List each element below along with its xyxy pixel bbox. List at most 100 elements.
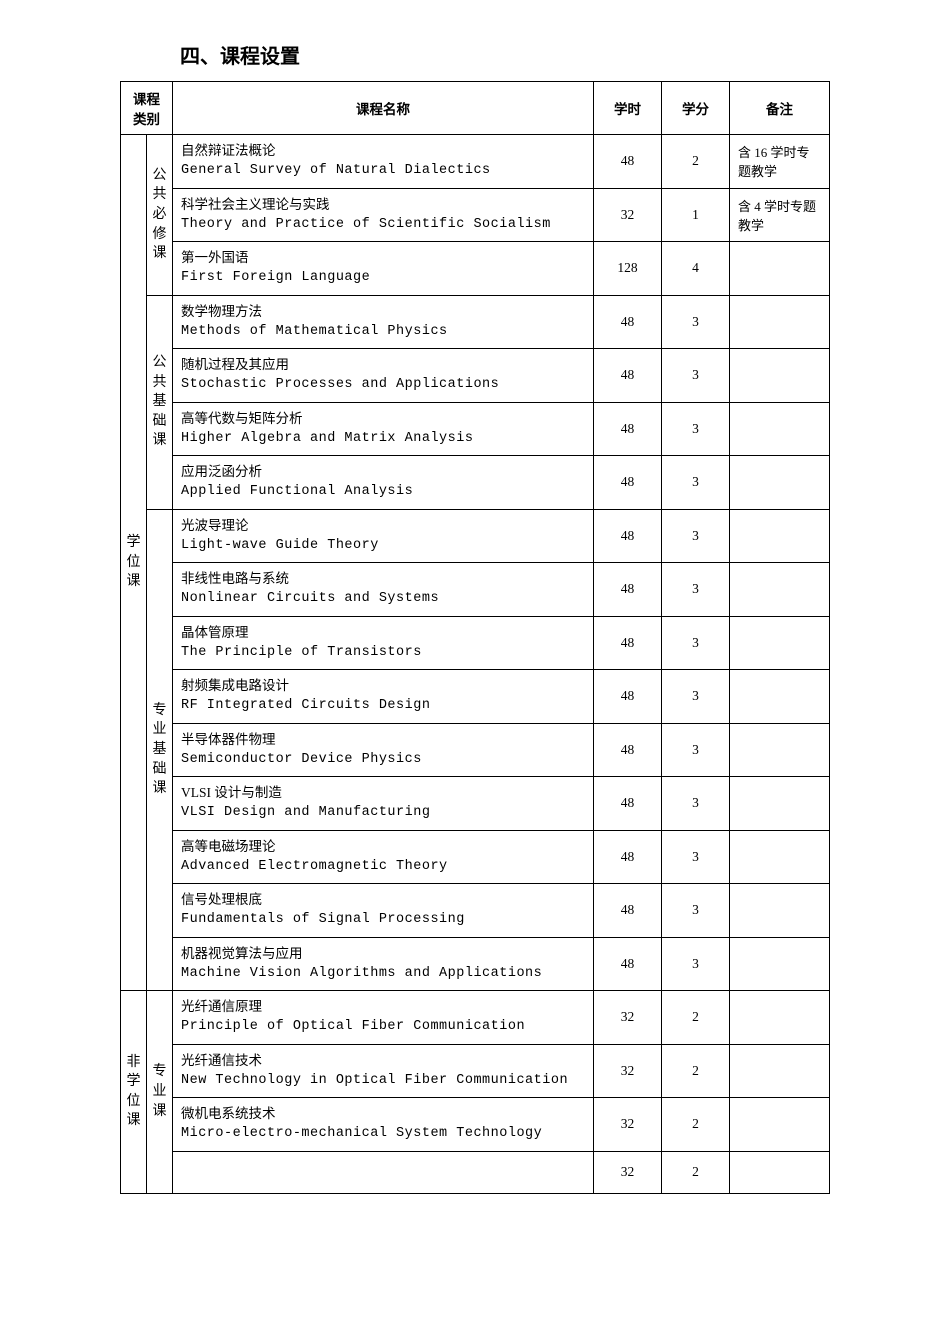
course-hours: 48 <box>594 616 662 670</box>
course-en: Principle of Optical Fiber Communication <box>181 1017 585 1037</box>
course-remarks: 含 16 学时专题教学 <box>730 135 830 189</box>
course-name: 信号处理根底 Fundamentals of Signal Processing <box>173 884 594 938</box>
table-row: 晶体管原理 The Principle of Transistors 48 3 <box>121 616 830 670</box>
course-hours: 32 <box>594 991 662 1045</box>
course-cn: 半导体器件物理 <box>181 730 585 750</box>
table-row: 公共基础课 数学物理方法 Methods of Mathematical Phy… <box>121 295 830 349</box>
course-en: Semiconductor Device Physics <box>181 750 585 770</box>
course-hours: 32 <box>594 1044 662 1098</box>
course-remarks <box>730 242 830 296</box>
course-remarks <box>730 402 830 456</box>
course-hours: 128 <box>594 242 662 296</box>
course-hours: 48 <box>594 135 662 189</box>
table-row: 应用泛函分析 Applied Functional Analysis 48 3 <box>121 456 830 510</box>
course-name: 光纤通信技术 New Technology in Optical Fiber C… <box>173 1044 594 1098</box>
course-hours: 48 <box>594 670 662 724</box>
course-name: 光纤通信原理 Principle of Optical Fiber Commun… <box>173 991 594 1045</box>
course-credits: 3 <box>662 349 730 403</box>
course-remarks <box>730 456 830 510</box>
course-credits: 3 <box>662 670 730 724</box>
course-credits: 3 <box>662 563 730 617</box>
table-row: 半导体器件物理 Semiconductor Device Physics 48 … <box>121 723 830 777</box>
course-name: 科学社会主义理论与实践 Theory and Practice of Scien… <box>173 188 594 242</box>
course-en: Methods of Mathematical Physics <box>181 322 585 342</box>
course-hours: 48 <box>594 937 662 991</box>
table-row: 高等电磁场理论 Advanced Electromagnetic Theory … <box>121 830 830 884</box>
course-credits: 3 <box>662 456 730 510</box>
table-row: 非线性电路与系统 Nonlinear Circuits and Systems … <box>121 563 830 617</box>
course-name: VLSI 设计与制造 VLSI Design and Manufacturing <box>173 777 594 831</box>
course-en: Higher Algebra and Matrix Analysis <box>181 429 585 449</box>
header-hours: 学时 <box>594 82 662 135</box>
course-credits: 3 <box>662 830 730 884</box>
section-title: 四、课程设置 <box>120 40 830 69</box>
course-en: The Principle of Transistors <box>181 643 585 663</box>
course-remarks <box>730 563 830 617</box>
course-credits: 1 <box>662 188 730 242</box>
course-credits: 2 <box>662 135 730 189</box>
course-name: 应用泛函分析 Applied Functional Analysis <box>173 456 594 510</box>
subgroup-public-basic: 公共基础课 <box>147 295 173 509</box>
table-row: 微机电系统技术 Micro-electro-mechanical System … <box>121 1098 830 1152</box>
course-cn: 高等电磁场理论 <box>181 837 585 857</box>
course-table: 课程 类别 课程名称 学时 学分 备注 学位课 公共必修课 自然辩证法概论 Ge… <box>120 81 830 1194</box>
course-credits: 3 <box>662 402 730 456</box>
course-en: VLSI Design and Manufacturing <box>181 803 585 823</box>
course-cn: 随机过程及其应用 <box>181 355 585 375</box>
course-cn: 机器视觉算法与应用 <box>181 944 585 964</box>
course-en: Advanced Electromagnetic Theory <box>181 857 585 877</box>
course-hours: 48 <box>594 509 662 563</box>
course-en: Machine Vision Algorithms and Applicatio… <box>181 964 585 984</box>
course-hours: 32 <box>594 1098 662 1152</box>
course-cn: 光纤通信原理 <box>181 997 585 1017</box>
course-remarks <box>730 509 830 563</box>
table-row: 光纤通信技术 New Technology in Optical Fiber C… <box>121 1044 830 1098</box>
table-row: 机器视觉算法与应用 Machine Vision Algorithms and … <box>121 937 830 991</box>
course-credits: 2 <box>662 1098 730 1152</box>
course-remarks <box>730 830 830 884</box>
course-hours: 48 <box>594 777 662 831</box>
course-credits: 2 <box>662 1044 730 1098</box>
course-en: Light-wave Guide Theory <box>181 536 585 556</box>
course-en: First Foreign Language <box>181 268 585 288</box>
course-name: 光波导理论 Light-wave Guide Theory <box>173 509 594 563</box>
course-remarks <box>730 1044 830 1098</box>
course-credits: 4 <box>662 242 730 296</box>
course-remarks <box>730 991 830 1045</box>
table-row: 随机过程及其应用 Stochastic Processes and Applic… <box>121 349 830 403</box>
course-cn: 高等代数与矩阵分析 <box>181 409 585 429</box>
course-en: Nonlinear Circuits and Systems <box>181 589 585 609</box>
course-hours: 48 <box>594 884 662 938</box>
course-credits: 2 <box>662 1151 730 1193</box>
course-cn: 微机电系统技术 <box>181 1104 585 1124</box>
course-name: 微机电系统技术 Micro-electro-mechanical System … <box>173 1098 594 1152</box>
course-cn: 光波导理论 <box>181 516 585 536</box>
course-cn: 光纤通信技术 <box>181 1051 585 1071</box>
course-hours: 48 <box>594 830 662 884</box>
course-remarks <box>730 884 830 938</box>
course-name: 第一外国语 First Foreign Language <box>173 242 594 296</box>
course-hours: 32 <box>594 1151 662 1193</box>
course-remarks <box>730 616 830 670</box>
course-credits: 3 <box>662 777 730 831</box>
course-hours: 48 <box>594 349 662 403</box>
table-row: 专业基础课 光波导理论 Light-wave Guide Theory 48 3 <box>121 509 830 563</box>
course-en: Micro-electro-mechanical System Technolo… <box>181 1124 585 1144</box>
header-category: 课程 类别 <box>121 82 173 135</box>
course-remarks: 含 4 学时专题教学 <box>730 188 830 242</box>
course-name: 非线性电路与系统 Nonlinear Circuits and Systems <box>173 563 594 617</box>
course-en: RF Integrated Circuits Design <box>181 696 585 716</box>
course-cn: 应用泛函分析 <box>181 462 585 482</box>
table-row: 科学社会主义理论与实践 Theory and Practice of Scien… <box>121 188 830 242</box>
course-name: 机器视觉算法与应用 Machine Vision Algorithms and … <box>173 937 594 991</box>
course-remarks <box>730 723 830 777</box>
subgroup-major: 专业课 <box>147 991 173 1194</box>
course-en: Applied Functional Analysis <box>181 482 585 502</box>
course-name: 随机过程及其应用 Stochastic Processes and Applic… <box>173 349 594 403</box>
course-remarks <box>730 937 830 991</box>
subgroup-required: 公共必修课 <box>147 135 173 296</box>
course-credits: 3 <box>662 937 730 991</box>
course-name: 射频集成电路设计 RF Integrated Circuits Design <box>173 670 594 724</box>
course-cn: 非线性电路与系统 <box>181 569 585 589</box>
course-name: 晶体管原理 The Principle of Transistors <box>173 616 594 670</box>
